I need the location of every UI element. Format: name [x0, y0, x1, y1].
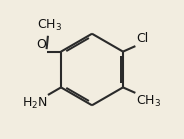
Text: CH$_3$: CH$_3$	[37, 18, 62, 33]
Text: H$_2$N: H$_2$N	[22, 96, 47, 111]
Text: O: O	[37, 38, 47, 51]
Text: CH$_3$: CH$_3$	[136, 94, 161, 109]
Text: Cl: Cl	[136, 32, 148, 45]
